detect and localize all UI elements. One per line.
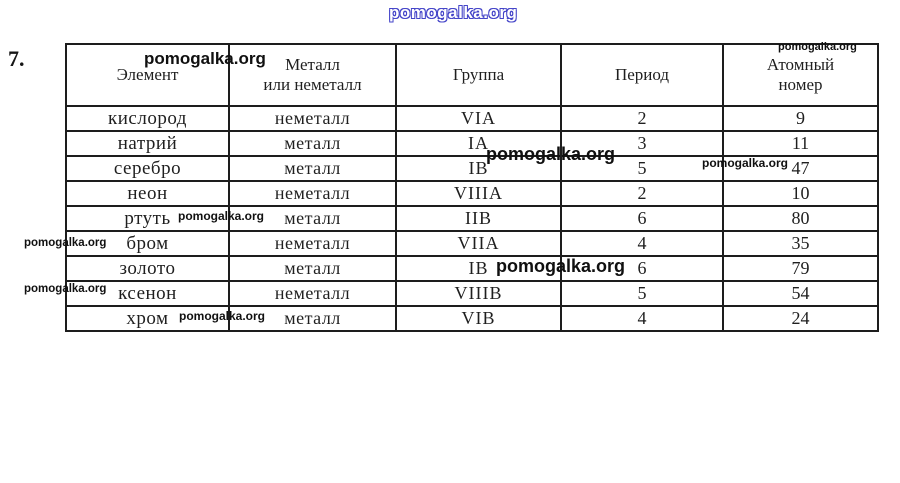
cell-metal-or-nonmetal: неметалл	[228, 230, 397, 257]
header-atomic-number: Атомный номер	[722, 43, 879, 107]
cell-period: 5	[560, 155, 724, 182]
cell-metal-or-nonmetal: неметалл	[228, 105, 397, 132]
cell-period: 4	[560, 230, 724, 257]
header-group-label: Группа	[452, 65, 505, 84]
table-row: кислород неметалл VIA 2 9	[65, 105, 879, 132]
header-metal-line2: или неметалл	[263, 75, 362, 94]
header-group: Группа	[395, 43, 562, 107]
header-metal-or-nonmetal: Металл или неметалл	[228, 43, 397, 107]
header-metal-line1: Металл	[285, 55, 340, 74]
cell-metal-or-nonmetal: металл	[228, 205, 397, 232]
cell-atomic-number: 9	[722, 105, 879, 132]
table-row: неон неметалл VIIIA 2 10	[65, 180, 879, 207]
cell-group: IA	[395, 130, 562, 157]
watermark-top: pomogalka.org	[389, 3, 518, 22]
cell-group: VIA	[395, 105, 562, 132]
cell-group: VIIIA	[395, 180, 562, 207]
cell-atomic-number: 80	[722, 205, 879, 232]
cell-period: 6	[560, 255, 724, 282]
header-row: Элемент Металл или неметалл Группа Перио…	[65, 43, 879, 107]
cell-element: ксенон	[65, 280, 230, 307]
cell-group: IB	[395, 155, 562, 182]
cell-group: VIIIB	[395, 280, 562, 307]
cell-element: неон	[65, 180, 230, 207]
cell-atomic-number: 79	[722, 255, 879, 282]
table-row: натрий металл IA 3 11	[65, 130, 879, 157]
cell-period: 2	[560, 105, 724, 132]
cell-group: IB	[395, 255, 562, 282]
cell-atomic-number: 47	[722, 155, 879, 182]
item-number: 7.	[8, 46, 25, 71]
cell-period: 4	[560, 305, 724, 332]
cell-period: 6	[560, 205, 724, 232]
cell-element: ртуть	[65, 205, 230, 232]
header-period-label: Период	[614, 65, 670, 84]
table-row: золото металл IB 6 79	[65, 255, 879, 282]
cell-metal-or-nonmetal: неметалл	[228, 280, 397, 307]
cell-element: натрий	[65, 130, 230, 157]
cell-atomic-number: 35	[722, 230, 879, 257]
cell-element: бром	[65, 230, 230, 257]
header-atomic-line1: Атомный	[766, 55, 835, 74]
header-element: Элемент	[65, 43, 230, 107]
cell-metal-or-nonmetal: металл	[228, 305, 397, 332]
cell-atomic-number: 24	[722, 305, 879, 332]
table-row: ксенон неметалл VIIIB 5 54	[65, 280, 879, 307]
cell-atomic-number: 11	[722, 130, 879, 157]
header-atomic-line2: номер	[778, 75, 823, 94]
table-row: серебро металл IB 5 47	[65, 155, 879, 182]
table-row: хром металл VIB 4 24	[65, 305, 879, 332]
cell-period: 2	[560, 180, 724, 207]
table-row: ртуть металл IIB 6 80	[65, 205, 879, 232]
cell-element: хром	[65, 305, 230, 332]
table-row: бром неметалл VIIA 4 35	[65, 230, 879, 257]
cell-group: VIIA	[395, 230, 562, 257]
cell-period: 3	[560, 130, 724, 157]
cell-atomic-number: 10	[722, 180, 879, 207]
cell-element: серебро	[65, 155, 230, 182]
header-period: Период	[560, 43, 724, 107]
header-element-label: Элемент	[116, 65, 179, 84]
elements-table: Элемент Металл или неметалл Группа Перио…	[65, 43, 879, 332]
cell-group: VIB	[395, 305, 562, 332]
cell-period: 5	[560, 280, 724, 307]
cell-metal-or-nonmetal: металл	[228, 155, 397, 182]
cell-atomic-number: 54	[722, 280, 879, 307]
cell-metal-or-nonmetal: металл	[228, 255, 397, 282]
cell-metal-or-nonmetal: металл	[228, 130, 397, 157]
cell-element: кислород	[65, 105, 230, 132]
cell-element: золото	[65, 255, 230, 282]
cell-metal-or-nonmetal: неметалл	[228, 180, 397, 207]
cell-group: IIB	[395, 205, 562, 232]
